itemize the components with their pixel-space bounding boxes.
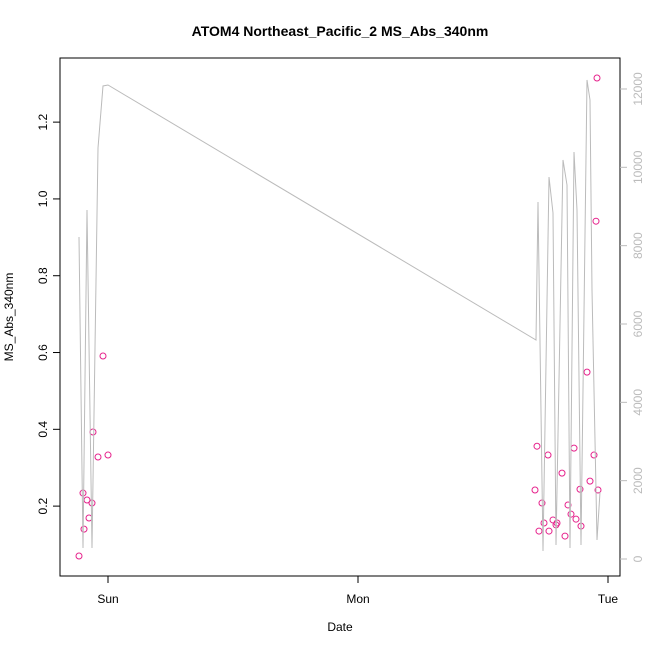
data-point	[540, 519, 548, 527]
data-point	[586, 477, 594, 485]
data-point	[583, 368, 591, 376]
data-point	[558, 469, 566, 477]
data-point	[99, 352, 107, 360]
y2-tick-label: 6000	[631, 310, 645, 337]
data-point	[553, 519, 561, 527]
data-point	[572, 515, 580, 523]
data-point	[94, 453, 102, 461]
chart-title: ATOM4 Northeast_Pacific_2 MS_Abs_340nm	[192, 23, 489, 39]
data-point	[567, 510, 575, 518]
data-point	[570, 444, 578, 452]
plot-frame	[59, 57, 621, 577]
data-line	[78, 79, 601, 552]
y-tick-label: 0.4	[36, 421, 50, 438]
data-point	[593, 74, 601, 82]
data-point	[535, 527, 543, 535]
data-point	[592, 217, 600, 225]
x-axis-label: Date	[327, 620, 353, 634]
data-point	[79, 489, 87, 497]
y-tick-label: 1.0	[36, 190, 50, 207]
y2-tick-label: 2000	[631, 467, 645, 494]
data-point	[544, 451, 552, 459]
y-tick-label: 1.2	[36, 113, 50, 130]
data-point	[104, 451, 112, 459]
y2-tick-label: 8000	[631, 232, 645, 259]
y-tick-label: 0.2	[36, 497, 50, 514]
data-point	[564, 501, 572, 509]
y2-tick-label: 12000	[631, 72, 645, 106]
y-axis-label: MS_Abs_340nm	[2, 273, 16, 362]
data-point	[594, 486, 602, 494]
data-point	[80, 525, 88, 533]
x-tick-label: Mon	[346, 592, 369, 606]
data-point	[89, 428, 97, 436]
x-tick-label: Tue	[598, 592, 619, 606]
y-tick-label: 0.6	[36, 344, 50, 361]
data-point	[545, 527, 553, 535]
data-point	[533, 442, 541, 450]
y2-tick-label: 0	[631, 555, 645, 562]
data-point	[561, 532, 569, 540]
y2-tick-label: 10000	[631, 150, 645, 184]
y2-tick-label: 4000	[631, 389, 645, 416]
data-point	[590, 451, 598, 459]
data-point	[75, 552, 83, 560]
x-tick-label: Sun	[97, 592, 118, 606]
data-point	[531, 486, 539, 494]
y-tick-label: 0.8	[36, 267, 50, 284]
data-point	[88, 499, 96, 507]
